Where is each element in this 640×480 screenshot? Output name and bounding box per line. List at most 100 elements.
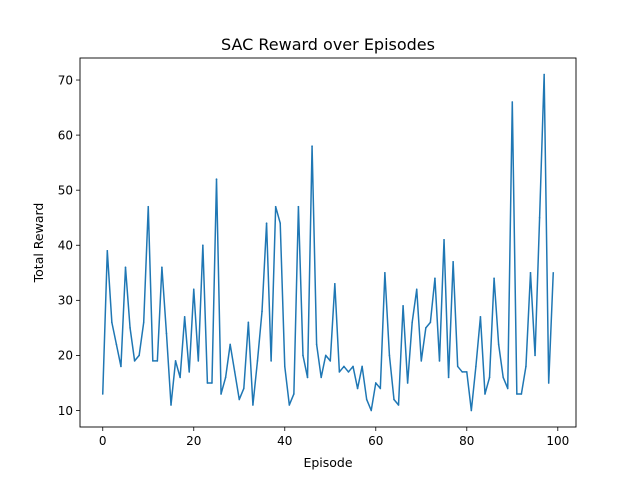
data-point: [434, 277, 436, 280]
data-point: [388, 354, 391, 357]
y-tick-label: 60: [58, 128, 73, 142]
data-point: [502, 376, 504, 379]
data-point: [425, 327, 427, 329]
data-point: [479, 316, 482, 318]
chart-title: SAC Reward over Episodes: [221, 35, 435, 54]
data-point: [220, 393, 222, 395]
data-point: [106, 249, 109, 252]
data-point: [334, 283, 336, 285]
data-point: [343, 365, 345, 368]
data-point: [393, 398, 395, 401]
data-point: [315, 343, 318, 346]
data-point: [543, 73, 545, 76]
data-point: [233, 371, 236, 373]
data-point: [415, 288, 418, 291]
data-point: [538, 216, 541, 219]
data-point: [179, 376, 181, 379]
data-point: [525, 365, 527, 368]
data-point: [402, 305, 404, 307]
data-point: [206, 382, 209, 384]
data-point: [270, 360, 272, 362]
data-point: [302, 354, 304, 357]
series-line-0: [102, 73, 554, 412]
x-tick-label: 0: [99, 434, 107, 448]
data-point: [338, 371, 341, 373]
y-tick-label: 70: [58, 73, 73, 87]
y-tick-label: 10: [58, 404, 73, 418]
data-point: [411, 321, 413, 324]
data-point: [497, 343, 500, 346]
data-point: [147, 205, 150, 208]
data-point: [456, 365, 459, 368]
y-tick-label: 50: [58, 183, 73, 197]
data-point: [516, 393, 518, 395]
data-point: [174, 360, 177, 362]
data-point: [170, 404, 172, 406]
plot-frame: [79, 57, 577, 428]
data-point: [438, 360, 441, 362]
data-point: [356, 387, 359, 390]
data-point: [324, 354, 327, 357]
data-point: [306, 376, 309, 379]
data-point: [202, 244, 204, 247]
data-point: [443, 238, 445, 241]
data-point: [470, 409, 473, 412]
y-axis-label: Total Reward: [31, 203, 46, 284]
data-point: [247, 321, 250, 324]
data-point: [452, 260, 454, 263]
data-point: [288, 404, 291, 406]
data-point: [261, 310, 263, 313]
data-point: [361, 365, 363, 368]
x-tick-label: 40: [277, 434, 292, 448]
data-point: [384, 271, 386, 274]
data-point: [243, 387, 245, 390]
data-point: [370, 409, 373, 412]
data-point: [133, 360, 136, 362]
data-point: [329, 360, 332, 362]
data-point: [447, 376, 450, 379]
data-point: [279, 222, 282, 225]
data-point: [238, 398, 241, 401]
data-point: [297, 205, 300, 208]
data-point: [484, 393, 486, 395]
data-point: [506, 387, 509, 390]
data-point: [365, 398, 368, 401]
data-point: [129, 327, 131, 329]
data-point: [488, 376, 491, 379]
data-point: [379, 387, 382, 390]
x-axis-label: Episode: [303, 455, 352, 470]
data-point: [115, 343, 118, 346]
y-tick-label: 20: [58, 349, 73, 363]
data-point: [520, 393, 523, 395]
data-point: [552, 271, 555, 274]
data-point: [397, 404, 400, 406]
data-point: [461, 371, 464, 373]
data-point: [188, 371, 191, 373]
data-point: [215, 178, 218, 180]
data-point: [156, 360, 159, 362]
data-point: [529, 271, 532, 274]
data-point: [374, 382, 377, 384]
data-point: [161, 266, 163, 269]
data-point: [229, 343, 231, 346]
data-point: [101, 393, 104, 395]
data-point: [547, 382, 550, 384]
data-point: [183, 316, 186, 318]
data-point: [493, 277, 495, 280]
x-tick-label: 80: [459, 434, 474, 448]
data-point: [265, 222, 268, 225]
data-point: [465, 371, 468, 373]
data-point: [534, 354, 536, 357]
data-point: [256, 360, 259, 362]
data-point: [420, 360, 423, 362]
y-tick-label: 30: [58, 294, 73, 308]
data-point: [211, 382, 213, 384]
data-point: [311, 145, 313, 147]
data-point: [429, 321, 432, 324]
data-point: [165, 332, 168, 335]
x-tick-label: 100: [546, 434, 569, 448]
data-point: [475, 365, 477, 368]
